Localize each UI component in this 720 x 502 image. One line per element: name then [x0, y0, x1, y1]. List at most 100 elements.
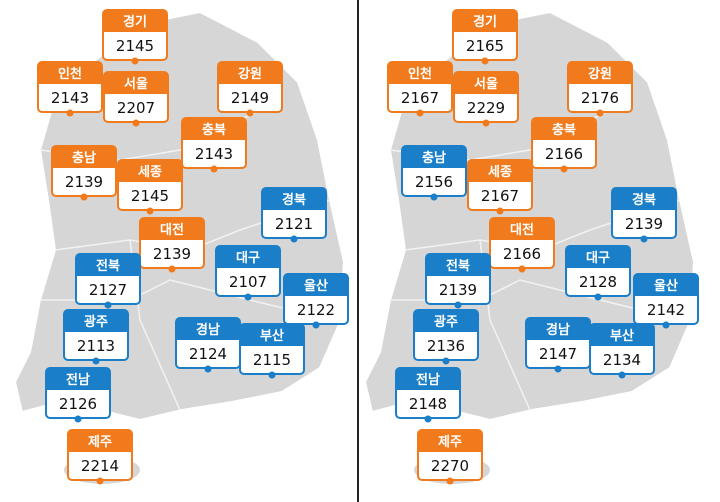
label-header	[532, 118, 596, 140]
region-name: 전북	[96, 258, 120, 274]
region-dot	[482, 119, 490, 127]
region-label: 경남 2124	[175, 317, 241, 373]
region-value: 2229	[467, 99, 505, 117]
region-value: 2207	[117, 99, 155, 117]
label-header	[240, 324, 304, 346]
region-dot	[210, 165, 218, 173]
label-header	[103, 10, 167, 32]
region-label: 제주 2270	[417, 429, 483, 485]
region-label: 경남 2147	[525, 317, 591, 373]
region-name: 서울	[474, 76, 498, 92]
region-value: 2167	[481, 187, 519, 205]
region-label: 강원 2149	[217, 61, 283, 117]
label-header	[140, 218, 204, 240]
region-value: 2128	[579, 273, 617, 291]
region-name: 대구	[236, 251, 260, 266]
region-name: 광주	[434, 315, 458, 330]
region-name: 서울	[124, 76, 148, 92]
region-name: 전남	[66, 372, 90, 388]
region-dot	[246, 109, 254, 117]
label-header	[418, 430, 482, 452]
region-dot	[92, 357, 100, 365]
label-header	[76, 254, 140, 276]
region-value: 2149	[231, 89, 269, 107]
region-value: 2142	[647, 301, 685, 319]
region-value: 2124	[189, 345, 227, 363]
region-name: 대전	[510, 222, 534, 238]
label-header	[52, 146, 116, 168]
region-label: 충북 2166	[531, 117, 597, 173]
region-value: 2115	[253, 351, 291, 369]
label-header	[568, 62, 632, 84]
label-header	[46, 368, 110, 390]
label-header	[612, 188, 676, 210]
region-value: 2122	[297, 301, 335, 319]
region-name: 제주	[88, 435, 112, 450]
region-label: 대전 2139	[139, 217, 205, 273]
region-name: 강원	[238, 66, 262, 82]
region-dot	[132, 119, 140, 127]
region-label: 경기 2165	[452, 9, 518, 65]
region-name: 대전	[160, 222, 184, 238]
region-label: 전남 2148	[395, 367, 461, 423]
label-header	[426, 254, 490, 276]
region-name: 경기	[123, 14, 147, 30]
region-label: 전북 2139	[425, 253, 491, 309]
region-name: 부산	[610, 328, 634, 344]
region-name: 대구	[586, 251, 610, 266]
region-dot	[96, 477, 104, 485]
region-label: 서울 2207	[103, 71, 169, 127]
label-header	[526, 318, 590, 340]
region-value: 2139	[153, 245, 191, 263]
region-label: 부산 2115	[239, 323, 305, 379]
region-label: 전북 2127	[75, 253, 141, 309]
region-name: 세종	[488, 165, 512, 180]
region-dot	[560, 165, 568, 173]
region-name: 전북	[446, 258, 470, 274]
region-label: 인천 2167	[387, 61, 453, 117]
region-value: 2145	[116, 37, 154, 55]
label-header	[216, 246, 280, 268]
label-header	[402, 146, 466, 168]
region-name: 경남	[546, 322, 570, 338]
region-dot	[481, 57, 489, 65]
region-name: 충북	[202, 122, 226, 138]
region-value: 2139	[439, 281, 477, 299]
label-header	[118, 160, 182, 182]
region-label: 충북 2143	[181, 117, 247, 173]
region-label: 울산 2122	[283, 273, 349, 329]
region-dot	[416, 109, 424, 117]
label-header	[454, 72, 518, 94]
region-label: 세종 2145	[117, 159, 183, 215]
region-name: 경북	[282, 192, 306, 208]
region-value: 2126	[59, 395, 97, 413]
region-value: 2139	[65, 173, 103, 191]
region-dot	[66, 109, 74, 117]
region-value: 2165	[466, 37, 504, 55]
region-label: 대전 2166	[489, 217, 555, 273]
label-header	[64, 310, 128, 332]
region-value: 2127	[89, 281, 127, 299]
region-dot	[496, 207, 504, 215]
region-name: 세종	[138, 165, 162, 180]
region-value: 2147	[539, 345, 577, 363]
label-header	[490, 218, 554, 240]
region-dot	[424, 415, 432, 423]
region-value: 2167	[401, 89, 439, 107]
region-name: 경기	[473, 14, 497, 30]
region-value: 2214	[81, 457, 119, 475]
region-name: 경남	[196, 322, 220, 338]
region-label: 대구 2107	[215, 245, 281, 301]
region-name: 인천	[408, 66, 432, 82]
region-label: 인천 2143	[37, 61, 103, 117]
region-label: 충남 2156	[401, 145, 467, 201]
label-header	[566, 246, 630, 268]
region-dot	[618, 371, 626, 379]
region-label: 광주 2113	[63, 309, 129, 365]
region-dot	[442, 357, 450, 365]
region-name: 충남	[72, 150, 96, 166]
region-value: 2136	[427, 337, 465, 355]
region-dot	[146, 207, 154, 215]
region-dot	[594, 293, 602, 301]
labels: 경기 2145 인천 2143 서울 2207 강원 2149 충북 2143 충남 2139 세종 21…	[37, 9, 699, 485]
